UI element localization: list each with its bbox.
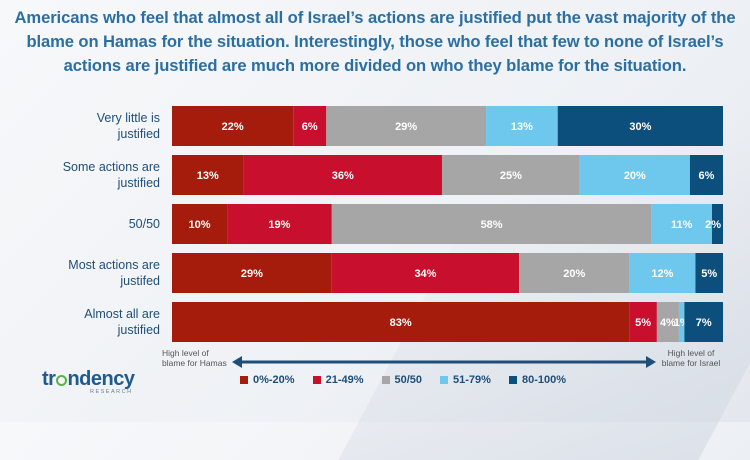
bar-segment: [557, 106, 723, 146]
bar-segment: [172, 302, 630, 342]
bar-segment: [172, 204, 228, 244]
bar-segment: [651, 204, 712, 244]
bar-segment: [172, 253, 332, 293]
legend-item: 80-100%: [508, 374, 566, 386]
data-label: 19%: [268, 219, 290, 231]
legend-item: 51-79%: [440, 374, 491, 386]
bar-segment: [172, 155, 244, 195]
bar-segment: [331, 253, 520, 293]
bar-segment: [695, 253, 723, 293]
stacked-bar-chart: Very little is justified 22% 6% 29% 13% 30% Som…: [63, 106, 723, 342]
data-label: 29%: [395, 121, 417, 133]
data-label: 20%: [563, 268, 585, 280]
bar-segment: [331, 204, 652, 244]
bar-segment: [441, 155, 580, 195]
category-label: Some actions are: [63, 160, 160, 174]
legend-label: 0%-20%: [253, 374, 295, 386]
category-label: Most actions are: [68, 258, 160, 272]
category-label: justified: [117, 176, 160, 190]
legend: 0%-20% 21-49% 50/50 51-79% 80-100%: [240, 372, 566, 388]
data-label: 58%: [481, 219, 503, 231]
bar-segment: [579, 155, 690, 195]
bar-segment: [629, 253, 696, 293]
legend-swatch: [312, 376, 321, 384]
bar-segment: [519, 253, 630, 293]
logo-ring-icon: [55, 375, 67, 386]
data-label: 2%: [705, 219, 721, 231]
legend-item: 50/50: [381, 374, 423, 386]
legend-label: 50/50: [394, 374, 423, 386]
data-label: 5%: [701, 268, 717, 280]
data-label: 6%: [302, 121, 318, 133]
bar-segment: [678, 302, 685, 342]
axis-note-right: High level of blame for Israel: [661, 348, 721, 368]
chart-title: Americans who feel that almost all of Is…: [14, 8, 736, 75]
trendency-logo: tr ndency RESEARCH: [42, 368, 135, 395]
legend-swatch: [240, 376, 248, 384]
data-label: 4%: [660, 317, 676, 329]
data-label: 83%: [390, 317, 412, 329]
double-arrow-icon: [232, 356, 656, 368]
bar-segment: [227, 204, 332, 244]
data-label: 34%: [414, 268, 436, 280]
data-label: 12%: [651, 268, 673, 280]
legend-swatch: [508, 376, 517, 384]
legend-label: 51-79%: [453, 374, 491, 386]
bar-segment: [711, 204, 723, 244]
legend-item: 21-49%: [312, 374, 364, 386]
legend-swatch: [381, 376, 390, 384]
data-label: 10%: [189, 219, 211, 231]
category-label: 50/50: [129, 217, 160, 231]
legend-item: 0%-20%: [240, 374, 295, 386]
category-label: justified: [117, 323, 160, 337]
legend-label: 80-100%: [521, 374, 566, 386]
bar-segment: [656, 302, 679, 342]
category-label: Very little is: [97, 111, 160, 125]
data-label: 22%: [222, 121, 244, 133]
category-label: justifed: [119, 274, 160, 288]
data-label: 30%: [629, 121, 651, 133]
data-label: 13%: [197, 170, 219, 182]
data-label: 13%: [511, 121, 533, 133]
category-label: Almost all are: [84, 307, 160, 321]
bar-segment: [684, 302, 723, 342]
data-label: 5%: [635, 317, 651, 329]
bar-segment: [326, 106, 487, 146]
category-label: justified: [117, 127, 160, 141]
bar-segment: [293, 106, 327, 146]
data-label: 36%: [332, 170, 354, 182]
data-label: 20%: [624, 170, 646, 182]
bar-segment: [243, 155, 442, 195]
data-label: 29%: [241, 268, 263, 280]
data-label: 11%: [671, 219, 693, 231]
bar-segment: [629, 302, 657, 342]
axis-note-left: High level of blame for Hamas: [162, 348, 227, 368]
bar-segment: [689, 155, 723, 195]
data-label: 25%: [500, 170, 522, 182]
bar-segment: [486, 106, 558, 146]
bar-segment: [172, 106, 294, 146]
data-label: 7%: [696, 317, 712, 329]
legend-swatch: [440, 376, 449, 384]
legend-label: 21-49%: [325, 374, 364, 386]
logo-tagline: RESEARCH: [90, 389, 133, 395]
data-label: 6%: [699, 170, 715, 182]
